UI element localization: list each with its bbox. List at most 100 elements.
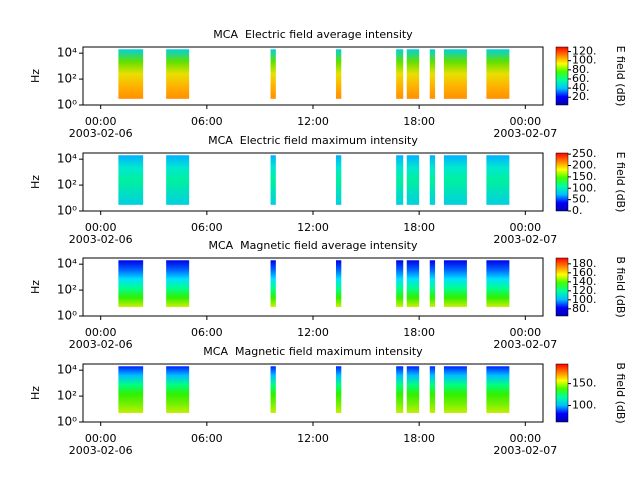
colorbar-tick-label: 250. xyxy=(572,147,597,160)
date-label: 2003-02-07 xyxy=(493,338,557,351)
x-tick-label: 00:00 xyxy=(509,326,541,339)
date-label: 2003-02-06 xyxy=(69,233,133,246)
data-segment xyxy=(406,366,420,413)
date-label: 2003-02-06 xyxy=(69,127,133,140)
y-tick-label: 10⁴ xyxy=(57,363,77,377)
colorbar-tick-label: 20. xyxy=(572,90,590,103)
colorbar-label: E field (dB) xyxy=(614,152,627,213)
x-tick-label: 12:00 xyxy=(297,221,329,234)
data-segment xyxy=(486,155,510,205)
data-segment xyxy=(486,366,510,413)
panel-title: MCA Electric field maximum intensity xyxy=(208,134,418,147)
colorbar-tick-label: 180. xyxy=(572,257,597,270)
y-tick-label: 10⁰ xyxy=(57,415,77,429)
plot-frame xyxy=(82,257,544,317)
panel-title: MCA Magnetic field average intensity xyxy=(208,239,417,252)
data-segment xyxy=(429,366,436,413)
data-segment xyxy=(406,155,420,205)
data-segment xyxy=(270,49,276,99)
data-segment xyxy=(166,49,190,99)
date-label: 2003-02-06 xyxy=(69,338,133,351)
colorbar-label: B field (dB) xyxy=(614,362,627,423)
plot-frame xyxy=(82,363,544,423)
x-tick-label: 12:00 xyxy=(297,326,329,339)
data-segment xyxy=(336,49,342,99)
y-tick-label: 10⁴ xyxy=(57,152,77,166)
colorbar-label: B field (dB) xyxy=(614,256,627,317)
data-segment xyxy=(429,260,436,307)
plot-frame xyxy=(82,152,544,212)
x-tick-label: 06:00 xyxy=(191,432,223,445)
x-tick-label: 12:00 xyxy=(297,115,329,128)
data-segment xyxy=(429,49,436,99)
panel-title: MCA Magnetic field maximum intensity xyxy=(203,345,423,358)
colorbar-tick-label: 100. xyxy=(572,181,597,194)
data-segment xyxy=(486,49,510,99)
data-segment xyxy=(118,366,144,413)
colorbar xyxy=(555,257,569,317)
x-tick-label: 00:00 xyxy=(85,221,117,234)
data-segment xyxy=(396,155,404,205)
data-segment xyxy=(118,49,144,99)
colorbar-tick-label: 0. xyxy=(572,204,583,217)
y-tick-label: 10² xyxy=(57,178,77,192)
date-label: 2003-02-07 xyxy=(493,127,557,140)
panel-title: MCA Electric field average intensity xyxy=(213,28,413,41)
x-tick-label: 18:00 xyxy=(403,115,435,128)
date-label: 2003-02-07 xyxy=(493,233,557,246)
y-tick-label: 10⁰ xyxy=(57,204,77,218)
colorbar-tick-label: 50. xyxy=(572,193,590,206)
data-segment xyxy=(443,49,467,99)
colorbar-tick-label: 80. xyxy=(572,302,590,315)
y-axis-label: Hz xyxy=(29,69,42,83)
data-segment xyxy=(166,260,190,307)
y-tick-label: 10⁴ xyxy=(57,46,77,60)
data-segment xyxy=(396,49,404,99)
data-segment xyxy=(166,155,190,205)
data-segment xyxy=(396,366,404,413)
x-tick-label: 00:00 xyxy=(509,115,541,128)
y-tick-label: 10⁴ xyxy=(57,257,77,271)
data-segment xyxy=(486,260,510,307)
data-segment xyxy=(396,260,404,307)
x-tick-label: 06:00 xyxy=(191,221,223,234)
colorbar-tick-label: 40. xyxy=(572,81,590,94)
y-axis-label: Hz xyxy=(29,386,42,400)
x-tick-label: 18:00 xyxy=(403,326,435,339)
data-segment xyxy=(406,49,420,99)
data-segment xyxy=(336,366,342,413)
colorbar-tick-label: 160. xyxy=(572,266,597,279)
plot-frame xyxy=(82,46,544,106)
y-tick-label: 10² xyxy=(57,283,77,297)
x-tick-label: 06:00 xyxy=(191,326,223,339)
colorbar-tick-label: 200. xyxy=(572,159,597,172)
data-segment xyxy=(443,366,467,413)
colorbar-tick-label: 140. xyxy=(572,275,597,288)
colorbar xyxy=(555,46,569,106)
x-tick-label: 00:00 xyxy=(85,115,117,128)
x-tick-label: 12:00 xyxy=(297,432,329,445)
data-segment xyxy=(118,260,144,307)
data-segment xyxy=(270,366,276,413)
y-tick-label: 10⁰ xyxy=(57,98,77,112)
x-tick-label: 00:00 xyxy=(509,432,541,445)
data-segment xyxy=(429,155,436,205)
x-tick-label: 00:00 xyxy=(509,221,541,234)
y-axis-label: Hz xyxy=(29,175,42,189)
colorbar xyxy=(555,152,569,212)
date-label: 2003-02-07 xyxy=(493,444,557,457)
data-segment xyxy=(336,155,342,205)
colorbar-label: E field (dB) xyxy=(614,46,627,107)
colorbar-tick-label: 100. xyxy=(572,54,597,67)
colorbar-tick-label: 100. xyxy=(572,293,597,306)
colorbar-tick-label: 150. xyxy=(572,170,597,183)
colorbar-tick-label: 60. xyxy=(572,72,590,85)
data-segment xyxy=(118,155,144,205)
data-segment xyxy=(443,260,467,307)
y-axis-label: Hz xyxy=(29,280,42,294)
colorbar xyxy=(555,363,569,423)
data-segment xyxy=(166,366,190,413)
data-segment xyxy=(406,260,420,307)
y-tick-label: 10² xyxy=(57,389,77,403)
